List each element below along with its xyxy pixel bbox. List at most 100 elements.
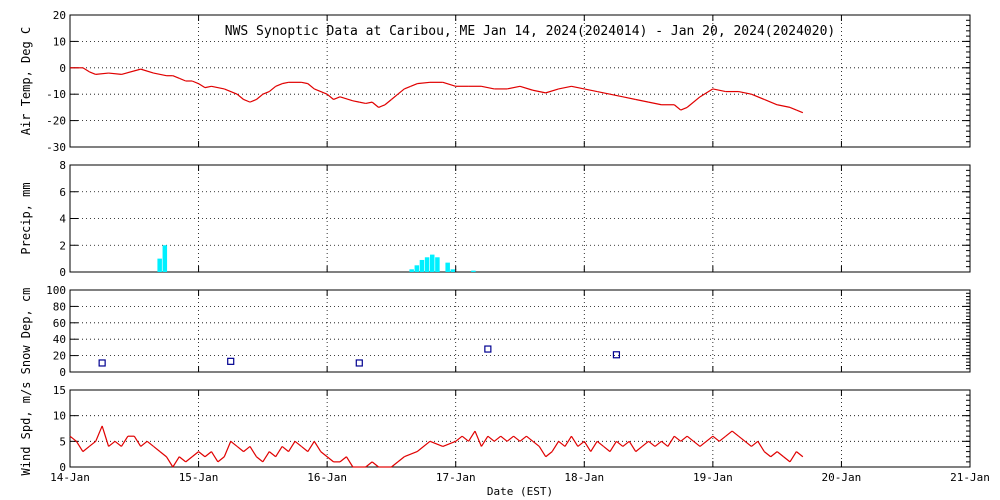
series-line-segment <box>738 435 746 442</box>
y-tick-label: 4 <box>59 213 66 226</box>
y-tick-label: 10 <box>53 410 66 423</box>
series-line-segment <box>796 451 804 458</box>
series-line-segment <box>371 101 379 108</box>
series-line-segment <box>570 435 579 447</box>
y-axis-label: Wind Spd, m/s <box>19 382 33 476</box>
y-tick-label: 0 <box>59 266 66 279</box>
y-tick-label: 10 <box>53 35 66 48</box>
series-line-segment <box>673 435 682 442</box>
series-line-segment <box>673 104 682 111</box>
x-tick-label: 17-Jan <box>436 471 476 484</box>
y-tick-label: 2 <box>59 239 66 252</box>
precip-bar <box>419 259 425 272</box>
x-tick-label: 15-Jan <box>179 471 219 484</box>
series-line-segment <box>763 451 772 458</box>
series-line-segment <box>500 435 508 442</box>
series-line-segment <box>384 99 392 106</box>
series-line-segment <box>776 451 784 458</box>
series-line-segment <box>461 435 469 442</box>
y-tick-label: 0 <box>59 366 66 379</box>
y-tick-label: 40 <box>53 333 66 346</box>
series-line-segment <box>404 451 418 458</box>
precip-bar <box>409 269 414 272</box>
series-line-segment <box>519 435 527 442</box>
series-line-segment <box>256 456 264 463</box>
series-line-segment <box>89 71 96 75</box>
panel-frame <box>69 289 971 373</box>
panel-frame <box>69 389 971 468</box>
series-line-segment <box>95 425 103 442</box>
series-line-segment <box>211 85 225 90</box>
snow-depth-point <box>227 357 235 365</box>
series-line-segment <box>404 85 411 90</box>
x-tick-label: 18-Jan <box>564 471 604 484</box>
series-line-segment <box>153 445 161 453</box>
series-line-segment <box>320 451 328 458</box>
series-line-segment <box>281 445 289 453</box>
series-line-segment <box>88 440 97 447</box>
series-line-segment <box>526 435 534 442</box>
series-line-segment <box>751 440 759 447</box>
series-line-segment <box>507 85 521 90</box>
x-tick-label: 19-Jan <box>693 471 733 484</box>
precip-bar <box>450 269 456 272</box>
y-tick-label: -20 <box>46 115 66 128</box>
series-line-segment <box>783 456 791 463</box>
y-tick-label: 80 <box>53 300 66 313</box>
series-line-segment <box>725 430 733 437</box>
x-tick-label: 14-Jan <box>50 471 90 484</box>
series-line-segment <box>236 445 244 453</box>
series-line-segment <box>339 96 354 102</box>
series-line-segment <box>487 435 495 442</box>
series-line-segment <box>391 93 399 100</box>
series-line-segment <box>532 89 546 94</box>
y-tick-label: 20 <box>53 9 66 22</box>
series-line-segment <box>243 445 251 453</box>
series-line-segment <box>307 83 315 90</box>
series-line-segment <box>468 430 476 442</box>
series-line-segment <box>731 430 739 437</box>
panel-frame <box>69 164 971 273</box>
series-line-segment <box>108 72 122 75</box>
y-tick-label: -30 <box>46 141 66 154</box>
series-line-segment <box>243 98 251 103</box>
series-line-segment <box>217 456 225 463</box>
series-line-segment <box>301 81 308 85</box>
series-line-segment <box>686 435 694 442</box>
series-line-segment <box>352 100 360 103</box>
series-line-segment <box>680 435 688 442</box>
precip-bar <box>414 265 420 272</box>
series-line-segment <box>204 85 212 89</box>
series-line-segment <box>506 435 514 442</box>
series-line-segment <box>712 435 720 442</box>
series-line-segment <box>538 446 547 458</box>
precip-bar <box>424 257 430 272</box>
series-line-segment <box>178 456 187 463</box>
series-line-segment <box>275 446 283 458</box>
series-line-segment <box>249 98 257 103</box>
series-line-segment <box>712 88 726 93</box>
y-tick-label: 15 <box>53 384 66 397</box>
precip-bar <box>445 262 450 272</box>
series-line-segment <box>172 75 180 79</box>
series-line-segment <box>744 440 752 447</box>
series-line-segment <box>191 451 199 458</box>
series-line-segment <box>69 435 77 442</box>
series-line-segment <box>391 461 399 468</box>
series-line-segment <box>224 88 238 95</box>
series-line-segment <box>326 93 334 100</box>
series-line-segment <box>365 461 373 468</box>
series-line-segment <box>230 440 238 447</box>
series-line-segment <box>165 456 174 468</box>
series-line-segment <box>551 441 560 452</box>
series-line-segment <box>635 445 643 453</box>
x-axis-label: Date (EST) <box>487 485 553 498</box>
series-line-segment <box>159 451 167 458</box>
series-line-segment <box>179 77 186 82</box>
series-line-segment <box>198 83 206 89</box>
series-line-segment <box>397 88 405 95</box>
y-tick-label: 100 <box>46 284 66 297</box>
y-tick-label: 8 <box>59 159 66 172</box>
precip-bar <box>471 270 476 272</box>
